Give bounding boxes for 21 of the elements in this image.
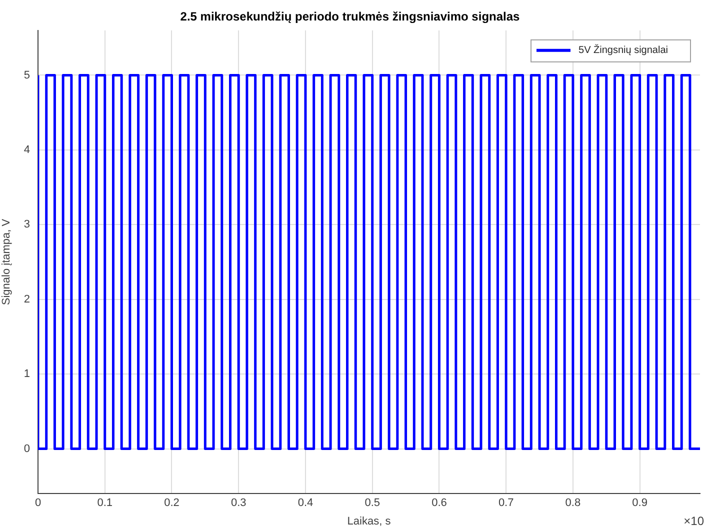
- y-tick-label: 2: [24, 293, 30, 306]
- x-tick-label: 0.8: [565, 497, 581, 510]
- chart-title: 2.5 mikrosekundžių periodo trukmės žingsniavimo signalas: [180, 10, 520, 24]
- y-axis-title: Signalo įtampa, V: [0, 218, 13, 306]
- y-tick-label: 4: [24, 144, 30, 156]
- x-tick-label: 0.1: [97, 497, 113, 510]
- x-tick-label: 0.6: [432, 497, 447, 510]
- y-tick-label: 3: [24, 218, 30, 231]
- y-tick-label: 0: [24, 442, 30, 455]
- legend-label: 5V Žingsnių signalai: [578, 44, 668, 56]
- x-tick-label: 0.9: [632, 497, 648, 510]
- x-tick-label: 0: [34, 497, 42, 510]
- text: ×10: [684, 514, 704, 528]
- x-tick-label: 0.2: [164, 497, 180, 510]
- x-tick-label: 0.4: [298, 497, 314, 510]
- x-tick-label: 0.3: [230, 497, 246, 510]
- y-tick-label: 1: [24, 368, 30, 380]
- x-tick-label: 0.7: [498, 497, 514, 510]
- x-axis-title: Laikas, s: [347, 515, 392, 528]
- y-tick-label: 5: [24, 69, 30, 82]
- x-tick-label: 0.5: [364, 497, 380, 510]
